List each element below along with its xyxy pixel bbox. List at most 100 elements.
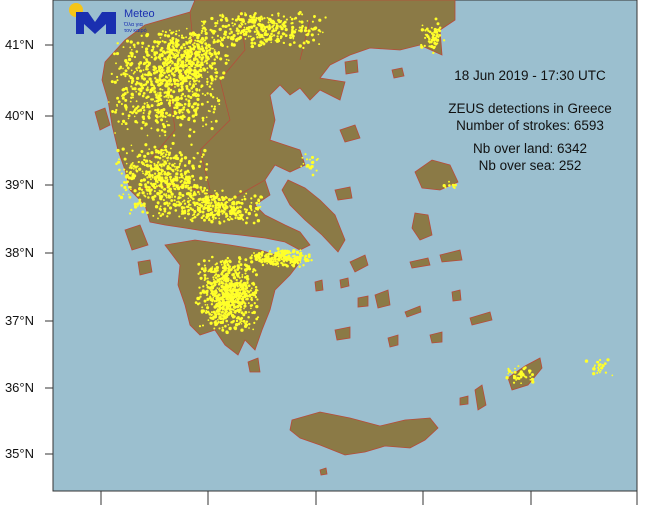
lightning-strike [231, 301, 234, 304]
lightning-strike [257, 198, 260, 202]
lightning-strike [160, 185, 164, 189]
lightning-strike [187, 186, 191, 190]
lightning-strike [260, 34, 264, 38]
lightning-strike [246, 282, 249, 285]
lightning-strike [221, 293, 225, 297]
lightning-strike [157, 100, 160, 103]
lightning-strike [210, 198, 214, 201]
lightning-strike [178, 49, 181, 52]
lightning-strike [161, 155, 165, 158]
lightning-strike [275, 22, 278, 25]
lightning-strike [304, 26, 308, 30]
samothraki [391, 67, 405, 79]
lightning-strike [148, 164, 153, 168]
lightning-strike [215, 192, 218, 195]
lightning-strike [153, 190, 156, 193]
lightning-strike [277, 12, 280, 15]
lightning-strike [264, 259, 268, 262]
lightning-strike [218, 303, 222, 306]
lightning-strike [454, 183, 457, 187]
lightning-strike [302, 162, 305, 165]
lightning-strike [147, 115, 151, 118]
lightning-strike [164, 194, 168, 197]
lightning-strike [194, 55, 197, 58]
lightning-strike [299, 251, 303, 255]
lightning-strike [193, 108, 197, 112]
lightning-strike [116, 148, 120, 153]
lightning-strike [210, 255, 214, 259]
lightning-strike [116, 105, 119, 107]
lightning-strike [279, 253, 283, 257]
lightning-strike [218, 327, 221, 330]
lightning-strike [167, 87, 171, 90]
lightning-strike [191, 43, 194, 46]
lightning-strike [301, 28, 303, 31]
lightning-strike [210, 303, 214, 306]
lightning-strike [201, 210, 205, 214]
lightning-strike [214, 203, 218, 207]
lightning-strike [214, 314, 217, 317]
lightning-strike [239, 294, 243, 298]
lightning-strike [296, 262, 300, 265]
lightning-strike [211, 36, 214, 39]
lightning-strike [185, 58, 189, 62]
lightning-strike [242, 319, 246, 323]
lightning-strike [183, 102, 187, 106]
lightning-strike [186, 212, 191, 216]
lightning-strike [163, 170, 166, 173]
lightning-strike [116, 96, 120, 100]
lightning-strike [434, 38, 437, 41]
lightning-strike [228, 24, 231, 27]
lightning-strike [183, 178, 187, 181]
lightning-strike [195, 62, 198, 65]
lightning-strike [166, 204, 170, 207]
lightning-strike [225, 330, 229, 334]
lightning-strike [193, 201, 196, 205]
lightning-strike [220, 313, 222, 316]
lightning-strike [238, 257, 242, 261]
lightning-strike [124, 98, 128, 102]
lightning-strike [169, 175, 172, 179]
lightning-strike [209, 195, 213, 198]
lightning-strike [230, 268, 233, 271]
lightning-strike [145, 68, 148, 71]
lightning-strike [301, 254, 304, 257]
lightning-strike [187, 94, 190, 98]
lightning-strike [199, 186, 203, 189]
lightning-strike [120, 102, 123, 106]
lat-label-38: 38°N [4, 245, 34, 260]
lightning-strike [175, 172, 179, 176]
lightning-strike [159, 214, 163, 217]
lightning-strike [243, 294, 247, 298]
lightning-strike [269, 19, 274, 24]
lightning-strike [135, 76, 140, 81]
lightning-strike [204, 167, 208, 171]
lightning-strike [169, 178, 172, 181]
lat-label-39: 39°N [4, 177, 34, 192]
lightning-strike [292, 30, 297, 34]
lightning-strike [290, 30, 294, 34]
lightning-strike [253, 302, 256, 305]
lightning-strike [245, 320, 249, 323]
lightning-strike [185, 40, 188, 43]
lightning-strike [152, 71, 156, 75]
lightning-strike [205, 201, 209, 205]
lightning-strike [243, 304, 247, 308]
lightning-strike [153, 90, 157, 94]
lightning-strike [247, 26, 251, 30]
lightning-strike [155, 180, 158, 183]
lightning-strike [144, 47, 149, 51]
lightning-strike [146, 211, 149, 215]
lightning-strike [218, 221, 222, 225]
lightning-strike [221, 198, 225, 202]
lightning-strike [180, 172, 183, 176]
lightning-strike [200, 20, 203, 23]
lightning-strike [283, 42, 286, 44]
lightning-strike [256, 316, 260, 319]
lightning-strike [171, 36, 175, 41]
lightning-strike [138, 167, 142, 171]
lightning-strike [153, 164, 157, 167]
lightning-strike [164, 84, 167, 88]
lightning-strike [160, 118, 164, 122]
lightning-strike [253, 252, 255, 254]
